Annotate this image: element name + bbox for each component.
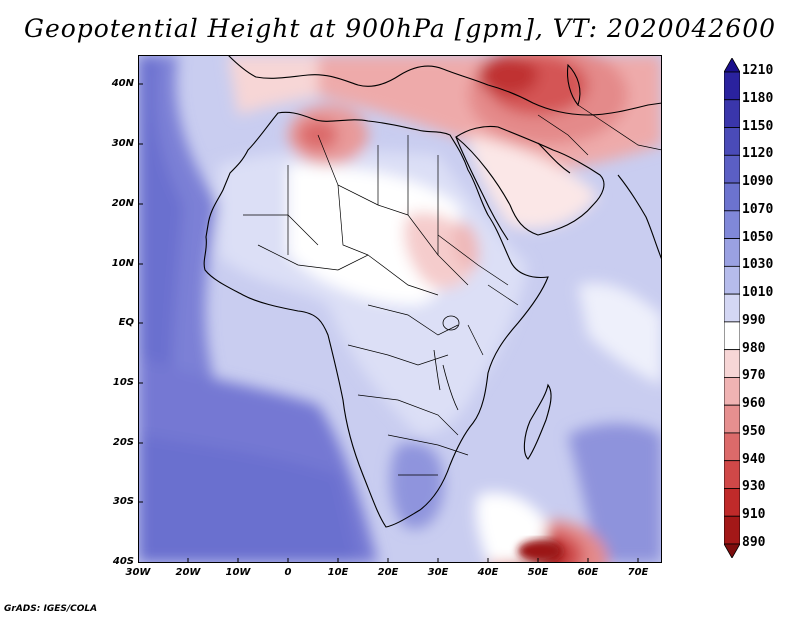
lakes [433, 315, 460, 411]
colorbar-label: 1010 [742, 285, 774, 301]
field-shading [138, 55, 662, 563]
lon-label: 10W [225, 567, 251, 578]
colorbar [724, 58, 740, 558]
colorbar-segment [724, 488, 740, 517]
colorbar-segment [724, 182, 740, 212]
lon-label: 10E [327, 567, 349, 578]
colorbar-segment [724, 460, 740, 489]
lat-label: 10S [112, 377, 134, 388]
lon-label: 0 [284, 567, 292, 578]
colorbar-label: 890 [742, 535, 766, 550]
colorbar-label: 950 [742, 423, 766, 439]
colorbar-label: 1120 [742, 146, 774, 162]
colorbar-segment [724, 543, 740, 558]
lat-label: 20N [111, 198, 134, 209]
map-frame [138, 55, 662, 563]
lat-label: 30S [112, 496, 134, 507]
colorbar-label: 940 [742, 451, 766, 467]
lon-label: 30E [427, 567, 449, 578]
lat-label: 20S [112, 437, 134, 448]
colorbar-segment [724, 58, 740, 73]
south-low-core [518, 540, 562, 562]
colorbar-label: 1070 [742, 201, 774, 217]
lat-label: 40N [111, 78, 134, 89]
lon-label: 30W [125, 567, 151, 578]
colorbar-segment [724, 154, 740, 184]
colorbar-label: 1150 [742, 118, 774, 134]
lat-label: 40S [112, 556, 134, 567]
country-borders [243, 104, 662, 476]
map-ticks [138, 83, 639, 563]
colorbar-label: 990 [742, 312, 766, 328]
colorbar-segment [724, 349, 740, 378]
colorbar-label: 970 [742, 368, 766, 384]
colorbar-label: 1180 [742, 90, 774, 106]
geopotential-map [138, 55, 662, 563]
map-panel [138, 55, 662, 563]
colorbar-segment [724, 210, 740, 239]
lat-label: 30N [111, 138, 134, 149]
colorbar-segment [724, 265, 740, 295]
lon-label: 70E [627, 567, 649, 578]
map-title: Geopotential Height at 900hPa [gpm], VT:… [23, 14, 777, 43]
colorbar-label: 910 [742, 507, 766, 523]
credit-text: GrADS: IGES/COLA [4, 604, 98, 614]
colorbar-segment [724, 293, 740, 323]
colorbar-segment [724, 321, 740, 351]
lat-label: 10N [111, 258, 134, 269]
coastlines [203, 55, 662, 528]
lon-label: 20W [175, 567, 201, 578]
colorbar-label: 1210 [742, 63, 774, 78]
colorbar-label: 960 [742, 396, 766, 412]
colorbar-segment [724, 99, 740, 128]
colorbar-label: 980 [742, 340, 766, 356]
colorbar-segment [724, 238, 740, 267]
lon-label: 60E [577, 567, 599, 578]
lon-label: 40E [477, 567, 499, 578]
colorbar-segment [724, 71, 740, 101]
colorbar-label: 1090 [742, 174, 774, 190]
lon-label: 50E [527, 567, 549, 578]
colorbar-label: 930 [742, 479, 766, 495]
colorbar-segment [724, 515, 740, 545]
lat-label: EQ [118, 317, 134, 328]
colorbar-label: 1050 [742, 229, 774, 245]
lon-label: 20E [377, 567, 399, 578]
colorbar-label: 1030 [742, 257, 774, 273]
colorbar-segment [724, 404, 740, 434]
colorbar-segment [724, 377, 740, 406]
colorbar-segment [724, 127, 740, 156]
colorbar-segment [724, 432, 740, 462]
